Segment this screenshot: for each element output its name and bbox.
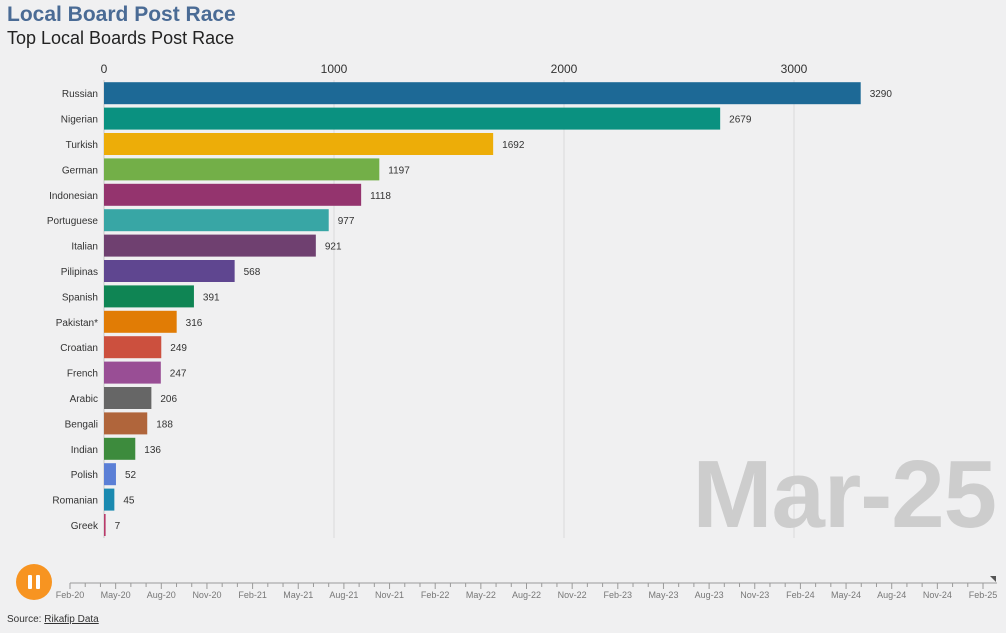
bar (104, 387, 152, 409)
value-label: 391 (203, 292, 220, 303)
bar (104, 234, 316, 257)
bar (104, 133, 494, 155)
timeline-label: May-22 (466, 590, 496, 600)
x-tick-label: 0 (101, 62, 108, 76)
category-label: Bengali (65, 419, 98, 430)
value-label: 1118 (370, 191, 391, 202)
chart-subtitle: Top Local Boards Post Race (7, 28, 235, 48)
category-label: Indonesian (49, 191, 98, 202)
timeline-label: Nov-24 (923, 590, 952, 600)
category-label: Pakistan* (56, 318, 98, 329)
category-label: Pilipinas (61, 267, 98, 278)
bar (104, 285, 194, 308)
timeline-label: Feb-25 (969, 590, 998, 600)
value-label: 3290 (870, 89, 893, 100)
pause-icon-bar (36, 575, 40, 589)
source-link[interactable]: Rikafip Data (44, 614, 99, 625)
category-label: Portuguese (47, 216, 99, 227)
timeline-label: Nov-22 (558, 590, 587, 600)
value-label: 45 (123, 496, 135, 507)
timeline-label: Aug-24 (877, 590, 906, 600)
timeline-label: May-23 (648, 590, 678, 600)
bar (104, 82, 861, 105)
timeline-label: Feb-22 (421, 590, 450, 600)
category-label: Croatian (60, 343, 98, 354)
category-label: Greek (71, 521, 99, 532)
value-label: 249 (170, 343, 187, 354)
source-prefix: Source: (7, 614, 45, 625)
value-label: 2679 (729, 115, 752, 126)
current-date-label: Mar-25 (692, 441, 997, 548)
value-label: 1692 (502, 140, 525, 151)
timeline-label: Feb-20 (56, 590, 85, 600)
value-label: 1197 (388, 165, 410, 176)
value-label: 206 (160, 394, 177, 405)
category-label: Romanian (52, 496, 98, 507)
bar (104, 183, 362, 206)
bar (104, 158, 380, 181)
bar (104, 437, 136, 460)
timeline-handle (990, 576, 996, 582)
timeline-label: Nov-20 (192, 590, 221, 600)
category-label: French (67, 369, 98, 380)
chart-title: Local Board Post Race (7, 3, 236, 26)
value-label: 568 (244, 267, 261, 278)
category-label: Indian (71, 445, 98, 456)
timeline-label: May-24 (831, 590, 861, 600)
value-label: 52 (125, 470, 137, 481)
bar (104, 463, 116, 486)
bar (104, 514, 106, 536)
bar (104, 412, 148, 435)
timeline-label: Aug-23 (695, 590, 724, 600)
pause-icon (28, 575, 32, 589)
category-label: Russian (62, 89, 98, 100)
timeline-label: Nov-21 (375, 590, 404, 600)
timeline-label: Aug-20 (147, 590, 176, 600)
value-label: 921 (325, 242, 342, 253)
bar (104, 361, 161, 384)
value-label: 136 (144, 445, 161, 456)
source-note: Source: Rikafip Data (7, 614, 99, 625)
bar (104, 107, 721, 130)
category-label: Italian (71, 242, 98, 253)
bar (104, 310, 177, 333)
category-label: Polish (71, 470, 98, 481)
bar (104, 488, 115, 511)
x-tick-label: 1000 (321, 62, 348, 76)
category-label: German (62, 165, 98, 176)
value-label: 188 (156, 419, 173, 430)
category-label: Spanish (62, 292, 98, 303)
timeline-label: May-20 (101, 590, 131, 600)
timeline-label: Feb-23 (604, 590, 633, 600)
pause-button[interactable] (16, 564, 52, 600)
value-label: 977 (338, 216, 355, 227)
category-label: Turkish (66, 140, 98, 151)
bar-chart: 0 1000 2000 3000 Russian 3290 Nigerian 2679 Turk… (47, 62, 998, 600)
timeline-label: Aug-21 (329, 590, 358, 600)
category-label: Nigerian (61, 115, 98, 126)
x-tick-label: 3000 (781, 62, 808, 76)
bar (104, 209, 329, 232)
timeline-label: Aug-22 (512, 590, 541, 600)
value-label: 247 (170, 369, 187, 380)
timeline-label: Feb-24 (786, 590, 815, 600)
category-label: Arabic (70, 394, 98, 405)
bar (104, 260, 235, 282)
value-label: 7 (115, 521, 121, 532)
timeline-label: May-21 (283, 590, 313, 600)
value-label: 316 (186, 318, 203, 329)
x-tick-label: 2000 (551, 62, 578, 76)
bar (104, 336, 162, 359)
timeline-label: Feb-21 (238, 590, 267, 600)
timeline-label: Nov-23 (740, 590, 769, 600)
